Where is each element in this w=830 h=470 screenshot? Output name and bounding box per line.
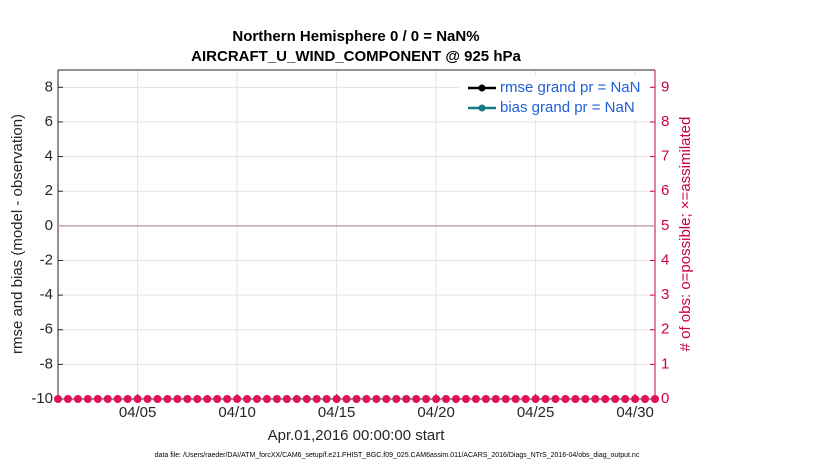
obs-marker — [442, 395, 451, 403]
obs-marker — [382, 395, 391, 403]
obs-marker — [223, 395, 232, 403]
x-tick-label: 04/20 — [417, 404, 455, 421]
obs-marker — [123, 395, 132, 403]
obs-marker — [551, 395, 560, 403]
legend-label: rmse grand pr = NaN — [500, 79, 640, 96]
obs-marker — [392, 395, 401, 403]
obs-marker — [302, 395, 311, 403]
legend-marker — [478, 84, 486, 92]
obs-marker — [262, 395, 271, 403]
obs-marker — [621, 395, 630, 403]
obs-marker — [143, 395, 152, 403]
obs-marker — [292, 395, 301, 403]
y-tick-label: -8 — [40, 355, 53, 372]
obs-marker — [233, 395, 242, 403]
x-tick-label: 04/05 — [119, 404, 157, 421]
obs-marker — [372, 395, 381, 403]
obs-marker — [561, 395, 570, 403]
chart-title: Northern Hemisphere 0 / 0 = NaN% — [232, 28, 479, 45]
obs-marker — [461, 395, 470, 403]
obs-marker — [163, 395, 172, 403]
x-tick-label: 04/15 — [318, 404, 356, 421]
obs-marker — [422, 395, 431, 403]
obs-marker — [282, 395, 291, 403]
footnote: data file: /Users/raeder/DAI/ATM_forcXX/… — [155, 452, 640, 459]
obs-marker — [332, 395, 341, 403]
x-tick-label: 04/25 — [517, 404, 555, 421]
obs-marker — [322, 395, 331, 403]
obs-marker — [352, 395, 361, 403]
y2-tick-label: 1 — [661, 355, 669, 372]
obs-marker — [103, 395, 112, 403]
obs-marker — [581, 395, 590, 403]
y-tick-label: 6 — [45, 113, 53, 130]
chart-subtitle: AIRCRAFT_U_WIND_COMPONENT @ 925 hPa — [191, 48, 521, 65]
obs-marker — [272, 395, 281, 403]
obs-marker — [362, 395, 371, 403]
x-tick-label: 04/30 — [616, 404, 654, 421]
obs-marker — [173, 395, 182, 403]
obs-marker — [342, 395, 351, 403]
x-tick-label: 04/10 — [218, 404, 256, 421]
obs-marker — [133, 395, 142, 403]
y2-tick-label: 2 — [661, 321, 669, 338]
obs-marker — [491, 395, 500, 403]
y2-tick-label: 7 — [661, 148, 669, 165]
obs-marker — [213, 395, 222, 403]
obs-marker — [73, 395, 82, 403]
obs-marker — [93, 395, 102, 403]
legend-marker — [478, 104, 486, 112]
y2-tick-label: 4 — [661, 251, 669, 268]
obs-marker — [412, 395, 421, 403]
y-axis-label: rmse and bias (model - observation) — [9, 114, 26, 354]
y-tick-label: 2 — [45, 182, 53, 199]
obs-marker — [521, 395, 530, 403]
legend-box — [460, 76, 650, 120]
y-tick-label: -2 — [40, 251, 53, 268]
legend-label: bias grand pr = NaN — [500, 99, 635, 116]
obs-marker — [452, 395, 460, 403]
y2-tick-label: 0 — [661, 390, 669, 407]
obs-marker — [471, 395, 480, 403]
obs-marker — [243, 395, 252, 403]
y-tick-label: -6 — [40, 321, 53, 338]
y-tick-label: -10 — [31, 390, 53, 407]
obs-marker — [83, 395, 92, 403]
obs-marker — [193, 395, 202, 403]
y-tick-label: 0 — [45, 217, 53, 234]
y-tick-label: 4 — [45, 148, 53, 165]
obs-marker — [63, 395, 72, 403]
obs-marker — [402, 395, 411, 403]
y2-tick-label: 8 — [661, 113, 669, 130]
obs-marker — [591, 395, 600, 403]
obs-marker — [312, 395, 321, 403]
obs-marker — [113, 395, 122, 403]
obs-marker — [501, 395, 510, 403]
y-tick-label: -4 — [40, 286, 53, 303]
obs-marker — [651, 395, 659, 403]
y2-axis-label: # of obs: o=possible; ×=assimilated — [677, 117, 694, 352]
obs-marker — [183, 395, 192, 403]
obs-marker — [571, 395, 580, 403]
obs-marker — [153, 395, 162, 403]
obs-marker — [203, 395, 212, 403]
y2-tick-label: 9 — [661, 78, 669, 95]
obs-marker — [631, 395, 640, 403]
obs-marker — [641, 395, 650, 403]
obs-marker — [481, 395, 490, 403]
obs-marker — [601, 395, 610, 403]
obs-marker — [54, 395, 62, 403]
y-tick-label: 8 — [45, 78, 53, 95]
obs-marker — [511, 395, 520, 403]
obs-marker — [541, 395, 550, 403]
obs-marker — [531, 395, 540, 403]
obs-marker — [253, 395, 261, 403]
y2-tick-label: 3 — [661, 286, 669, 303]
obs-marker — [432, 395, 441, 403]
y2-tick-label: 5 — [661, 217, 669, 234]
y2-tick-label: 6 — [661, 182, 669, 199]
x-axis-label: Apr.01,2016 00:00:00 start — [268, 427, 446, 444]
obs-marker — [611, 395, 620, 403]
